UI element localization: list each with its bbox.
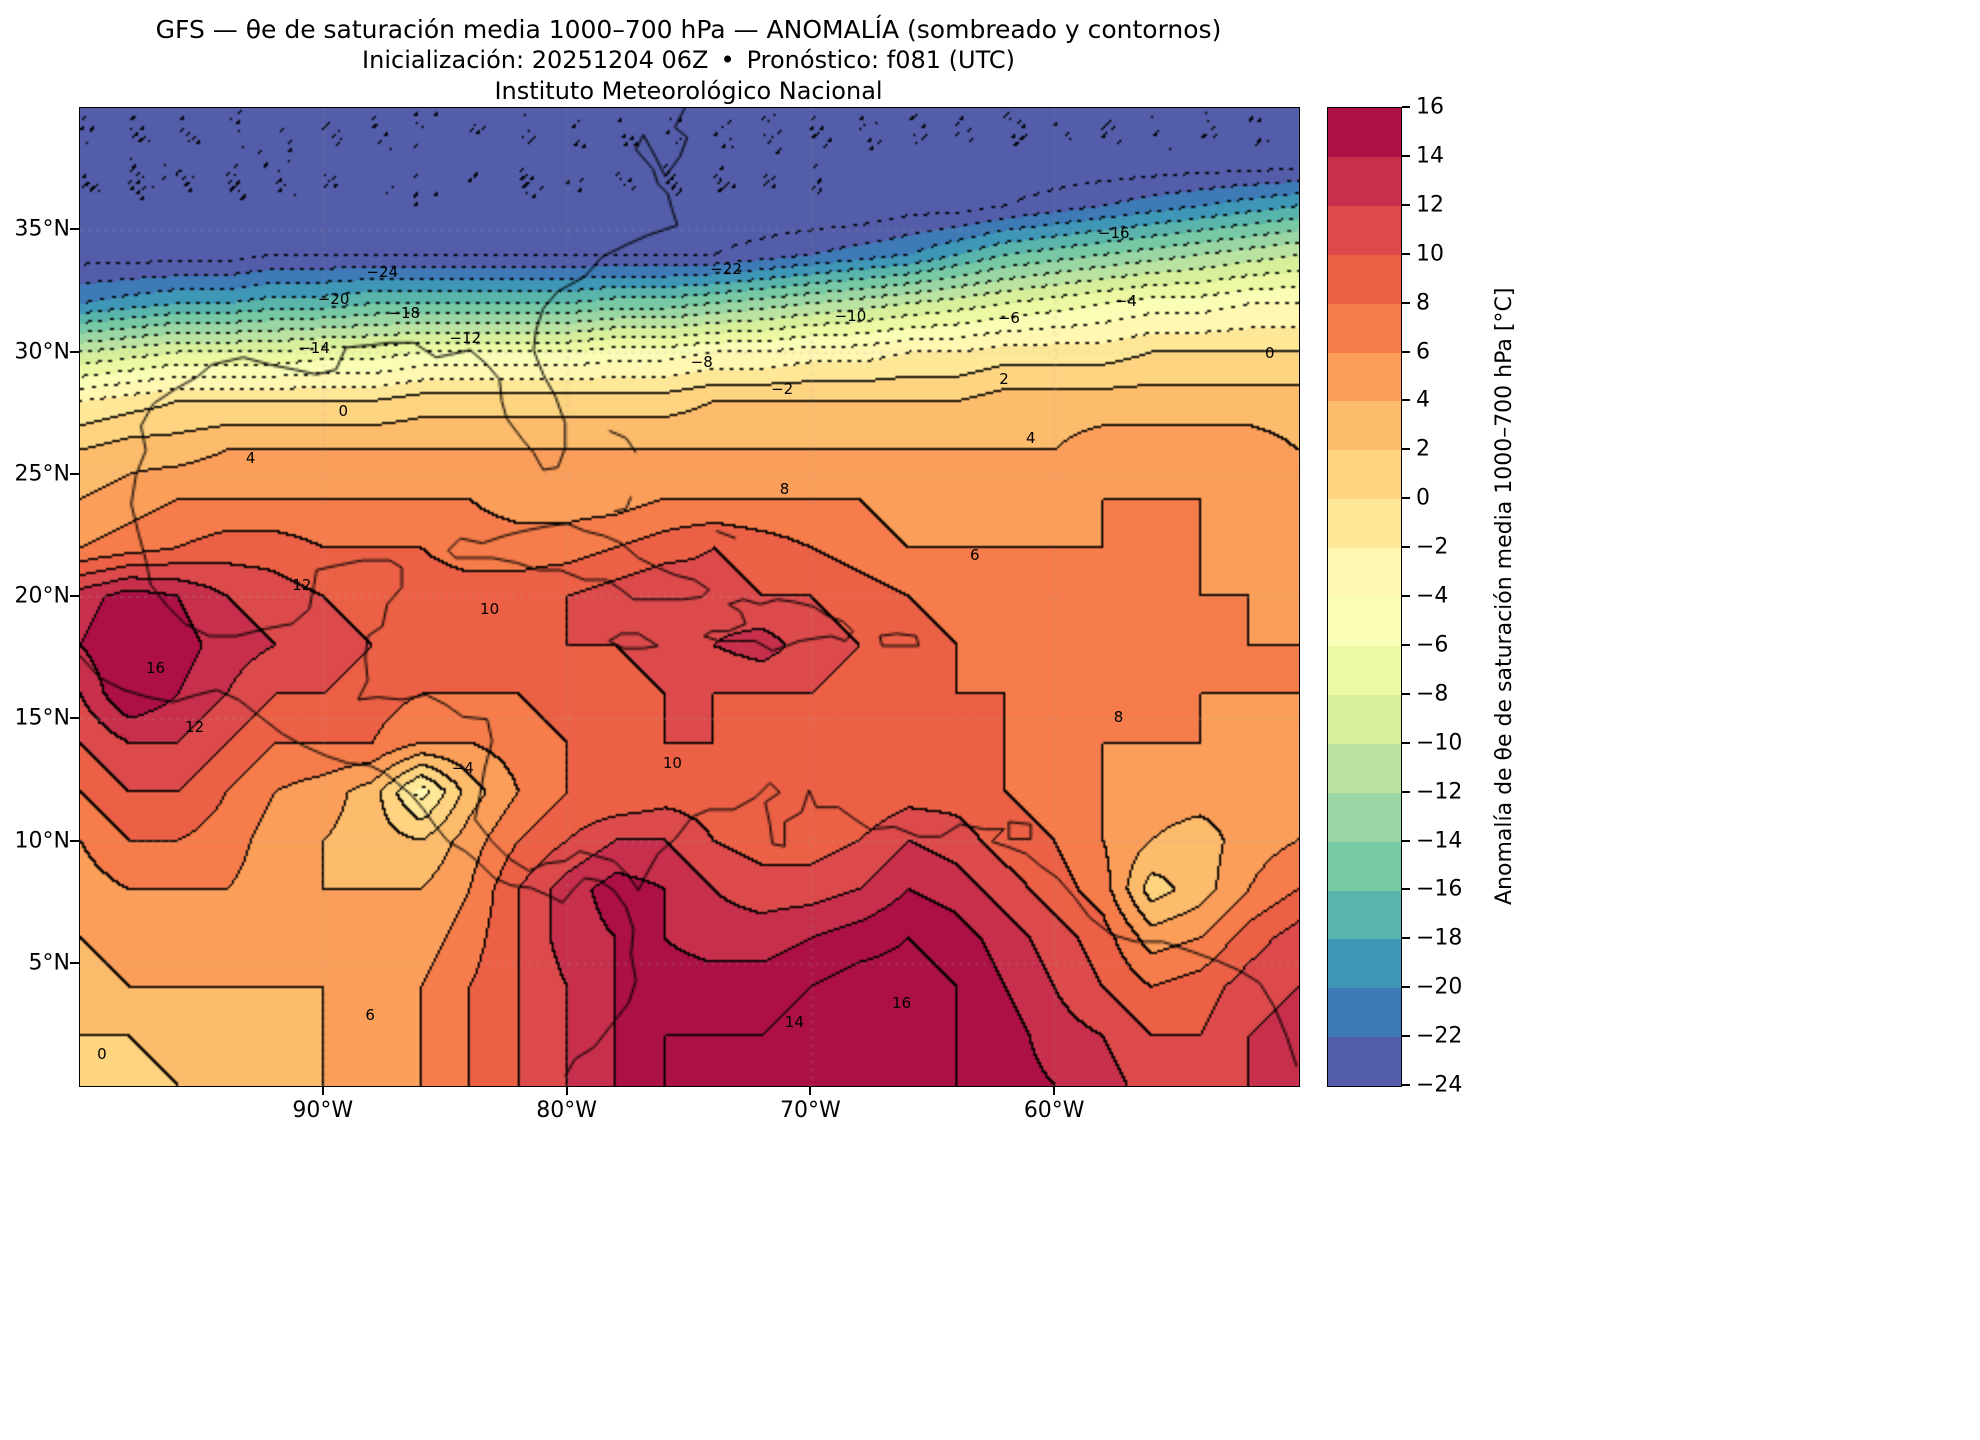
- colorbar-band: [1328, 450, 1401, 500]
- colorbar-band: [1328, 939, 1401, 989]
- chart-subtitle: Inicialización: 20251204 06Z • Pronóstic…: [362, 46, 1015, 74]
- colorbar-tick-label: −10: [1416, 730, 1463, 756]
- colorbar-tick-mark: [1402, 643, 1410, 646]
- colorbar-band: [1328, 1037, 1401, 1087]
- colorbar-tick-label: 2: [1416, 436, 1430, 462]
- colorbar-tick-label: −2: [1416, 534, 1449, 560]
- y-axis-tick-label: 15°N: [14, 705, 70, 731]
- colorbar-label: Anomalía de θe de saturación media 1000–…: [1492, 287, 1517, 905]
- chart-institution: Instituto Meteorológico Nacional: [494, 77, 883, 105]
- colorbar-tick-label: −6: [1416, 632, 1449, 658]
- colorbar-band: [1328, 548, 1401, 598]
- colorbar-tick-mark: [1402, 497, 1410, 500]
- x-axis-tick-label: 70°W: [780, 1098, 841, 1123]
- anomaly-field-canvas: [80, 108, 1299, 1086]
- colorbar-tick-label: −22: [1416, 1023, 1463, 1049]
- colorbar-tick-mark: [1402, 839, 1410, 842]
- y-axis-tick-label: 10°N: [14, 828, 70, 853]
- colorbar-tick-mark: [1402, 937, 1410, 940]
- y-axis-tick-mark: [70, 595, 79, 597]
- y-axis-tick-label: 30°N: [14, 339, 70, 364]
- colorbar-tick-label: −14: [1416, 828, 1463, 853]
- y-axis-tick-label: 5°N: [28, 950, 70, 976]
- y-axis-tick-label: 35°N: [14, 216, 70, 242]
- x-axis-tick-mark: [809, 1086, 812, 1095]
- colorbar-tick-label: 4: [1416, 387, 1430, 413]
- chart-title: GFS — θe de saturación media 1000–700 hP…: [155, 15, 1222, 44]
- colorbar-band: [1328, 205, 1401, 255]
- colorbar-tick-label: −24: [1416, 1072, 1463, 1098]
- colorbar-band: [1328, 792, 1401, 842]
- colorbar-tick-mark: [1402, 203, 1410, 206]
- colorbar-tick-mark: [1402, 546, 1410, 549]
- colorbar-tick-mark: [1402, 106, 1410, 108]
- colorbar-band: [1328, 303, 1401, 353]
- colorbar-tick-label: −20: [1416, 974, 1463, 1000]
- colorbar-tick-label: 6: [1416, 339, 1430, 364]
- colorbar-tick-label: 16: [1416, 94, 1444, 120]
- colorbar-bands: [1328, 108, 1401, 1087]
- y-axis-tick-mark: [70, 350, 79, 353]
- colorbar-band: [1328, 156, 1401, 206]
- colorbar-tick-label: 8: [1416, 290, 1430, 316]
- y-axis-tick-mark: [70, 228, 79, 231]
- colorbar-tick-label: 10: [1416, 241, 1444, 267]
- colorbar-tick-label: −4: [1416, 583, 1449, 609]
- colorbar-tick-label: 0: [1416, 485, 1430, 511]
- colorbar-band: [1328, 401, 1401, 451]
- colorbar-tick-label: −8: [1416, 681, 1449, 707]
- colorbar-tick-label: −18: [1416, 925, 1463, 951]
- map-plot: −24 −22 −20 −18 −16 −14 −12 −10 −8 −6 −4 −2 0 0 0 2 4 4 −4…: [79, 107, 1300, 1087]
- colorbar: [1327, 107, 1402, 1087]
- colorbar-tick-mark: [1402, 399, 1410, 402]
- y-axis-tick-label: 25°N: [14, 461, 70, 487]
- x-axis-tick-label: 60°W: [1023, 1098, 1085, 1123]
- x-axis-tick-label: 80°W: [536, 1098, 597, 1123]
- x-axis-tick-label: 90°W: [292, 1098, 354, 1123]
- colorbar-band: [1328, 645, 1401, 695]
- colorbar-band: [1328, 988, 1401, 1038]
- colorbar-tick-mark: [1402, 986, 1410, 989]
- x-axis-tick-mark: [321, 1086, 324, 1095]
- y-axis-tick-mark: [70, 839, 79, 842]
- colorbar-band: [1328, 108, 1401, 157]
- y-axis-tick-mark: [70, 472, 79, 475]
- title-block: GFS — θe de saturación media 1000–700 hP…: [79, 14, 1298, 107]
- colorbar-tick-mark: [1402, 741, 1410, 744]
- colorbar-band: [1328, 597, 1401, 646]
- colorbar-band: [1328, 352, 1401, 402]
- colorbar-tick-label: 14: [1416, 143, 1444, 169]
- colorbar-band: [1328, 694, 1401, 744]
- colorbar-tick-mark: [1402, 301, 1410, 304]
- y-axis-tick-mark: [70, 717, 79, 720]
- colorbar-tick-mark: [1402, 595, 1410, 597]
- colorbar-tick-mark: [1402, 1035, 1410, 1038]
- colorbar-tick-mark: [1402, 252, 1410, 255]
- colorbar-band: [1328, 841, 1401, 891]
- colorbar-band: [1328, 499, 1401, 549]
- colorbar-band: [1328, 890, 1401, 940]
- colorbar-tick-mark: [1402, 790, 1410, 793]
- colorbar-tick-mark: [1402, 350, 1410, 353]
- colorbar-tick-mark: [1402, 1084, 1410, 1086]
- colorbar-tick-mark: [1402, 888, 1410, 891]
- colorbar-tick-mark: [1402, 692, 1410, 695]
- colorbar-tick-mark: [1402, 154, 1410, 157]
- x-axis-tick-mark: [1053, 1086, 1056, 1095]
- y-axis-tick-mark: [70, 961, 79, 964]
- colorbar-band: [1328, 743, 1401, 793]
- colorbar-tick-label: −12: [1416, 779, 1463, 805]
- y-axis-tick-label: 20°N: [14, 583, 70, 609]
- colorbar-band: [1328, 254, 1401, 304]
- x-axis-tick-mark: [565, 1086, 568, 1095]
- colorbar-tick-label: 12: [1416, 192, 1444, 218]
- colorbar-tick-label: −16: [1416, 876, 1463, 902]
- colorbar-tick-mark: [1402, 448, 1410, 451]
